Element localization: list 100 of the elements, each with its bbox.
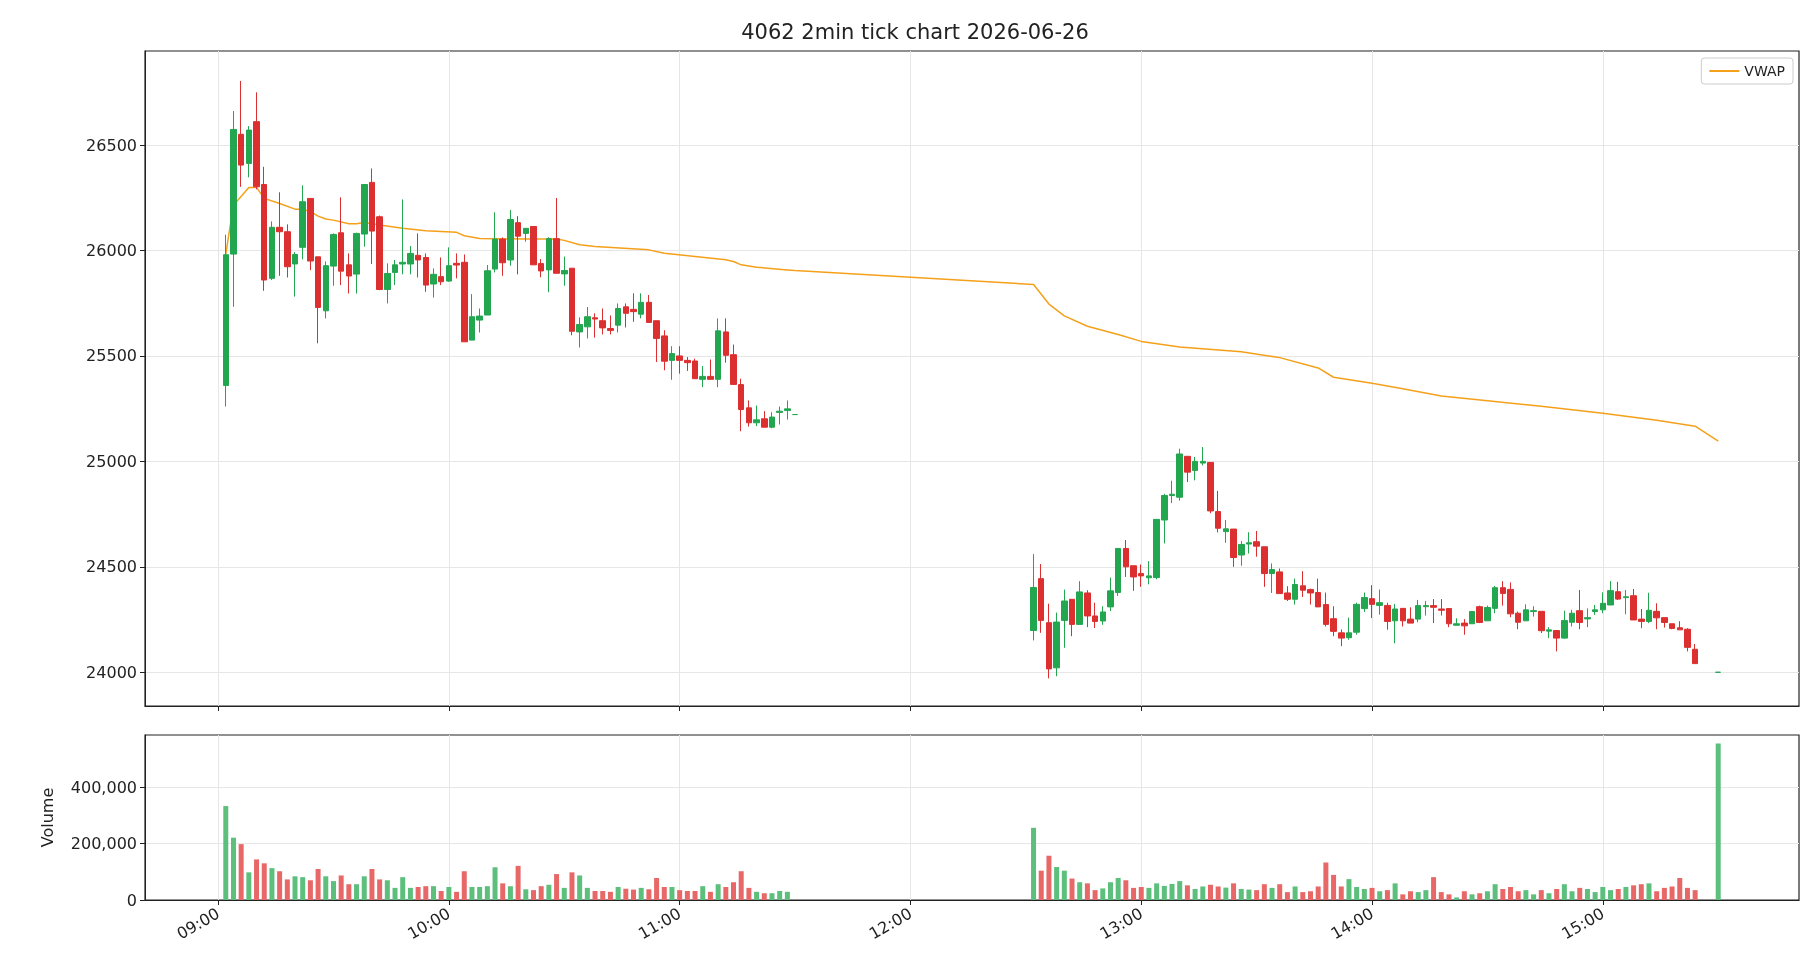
- bar: [761, 893, 767, 900]
- bar: [1346, 879, 1352, 900]
- y-axis-title: Volume: [37, 787, 57, 848]
- candlestick: [1269, 562, 1275, 594]
- bar: [446, 887, 452, 900]
- candlestick: [1469, 611, 1475, 625]
- candlestick: [246, 125, 252, 178]
- bar: [1354, 887, 1360, 900]
- candlestick: [1030, 553, 1037, 641]
- bar: [1492, 884, 1498, 900]
- bar: [1031, 827, 1037, 900]
- bar: [615, 887, 621, 900]
- bar: [492, 867, 498, 900]
- bar: [1377, 891, 1383, 900]
- candlestick: [1538, 610, 1545, 634]
- bar: [1477, 893, 1483, 900]
- bar: [261, 863, 267, 900]
- bar: [1238, 889, 1244, 900]
- bar: [1169, 883, 1175, 900]
- candlestick: [1338, 628, 1345, 647]
- candlestick: [1053, 612, 1060, 677]
- bar: [423, 886, 429, 900]
- bar: [1246, 889, 1252, 900]
- candlestick: [1430, 598, 1437, 624]
- bar: [577, 875, 583, 900]
- bar: [723, 887, 729, 900]
- candlestick: [761, 410, 768, 428]
- candlestick: [423, 252, 429, 293]
- line-series: [225, 186, 1719, 442]
- bar: [369, 868, 375, 900]
- bar: [1069, 878, 1075, 900]
- candlestick: [1692, 643, 1698, 665]
- bar: [1638, 884, 1644, 900]
- bar: [654, 878, 660, 900]
- bar: [777, 890, 783, 900]
- bar: [1123, 880, 1129, 900]
- bar: [300, 877, 306, 900]
- bar: [1384, 890, 1390, 900]
- bar: [1454, 897, 1460, 900]
- bar: [1077, 882, 1083, 900]
- bar: [307, 880, 313, 900]
- candlestick: [384, 262, 391, 304]
- candlestick: [1576, 589, 1583, 630]
- candlestick: [669, 345, 675, 381]
- bar: [1046, 855, 1052, 900]
- bar: [223, 806, 229, 900]
- y-tick-label: 24000: [86, 662, 137, 682]
- candlestick: [523, 227, 529, 243]
- bar: [531, 890, 536, 900]
- bar: [315, 868, 321, 900]
- bar: [515, 865, 521, 900]
- bar: [784, 891, 790, 900]
- bar: [1154, 883, 1160, 900]
- y-tick-label: 26000: [86, 240, 137, 260]
- candlestick: [1592, 604, 1598, 616]
- bar: [284, 879, 290, 900]
- candlestick: [615, 302, 621, 334]
- bar: [461, 871, 467, 900]
- candlestick: [499, 236, 506, 277]
- bar: [1054, 867, 1060, 900]
- bar: [1254, 890, 1260, 900]
- candlestick: [346, 252, 352, 295]
- candlestick: [1646, 592, 1652, 624]
- bar: [1092, 890, 1098, 900]
- bar: [554, 874, 560, 900]
- bar: [1161, 885, 1167, 900]
- candlestick: [1392, 603, 1398, 644]
- y-tick-label: 0: [126, 890, 137, 910]
- bar: [646, 889, 652, 900]
- bar: [392, 887, 398, 900]
- bar: [546, 884, 552, 900]
- bar: [1215, 886, 1221, 900]
- bar: [438, 890, 444, 900]
- bar: [1115, 878, 1121, 900]
- bar: [1531, 894, 1537, 900]
- legend-label: VWAP: [1744, 63, 1786, 79]
- candlestick: [438, 256, 444, 286]
- candlestick: [561, 256, 568, 287]
- candlestick: [1546, 626, 1552, 639]
- candlestick: [446, 246, 452, 283]
- candlestick: [238, 80, 244, 188]
- bar: [1631, 885, 1637, 900]
- bar: [454, 891, 460, 900]
- candlestick: [507, 209, 514, 267]
- bar: [1677, 878, 1683, 900]
- bar: [600, 890, 606, 900]
- candlestick: [1046, 603, 1052, 679]
- bar: [1592, 892, 1598, 900]
- candlestick: [1584, 607, 1591, 628]
- bar: [1715, 743, 1721, 900]
- candlestick: [1476, 605, 1483, 624]
- bar: [338, 875, 344, 900]
- bar: [1608, 890, 1614, 900]
- bar: [607, 891, 613, 900]
- bar: [1646, 883, 1652, 900]
- candlestick: [715, 317, 721, 388]
- candlestick: [269, 220, 275, 281]
- bar: [1061, 870, 1067, 900]
- bar: [1523, 890, 1529, 900]
- bar: [1500, 889, 1506, 900]
